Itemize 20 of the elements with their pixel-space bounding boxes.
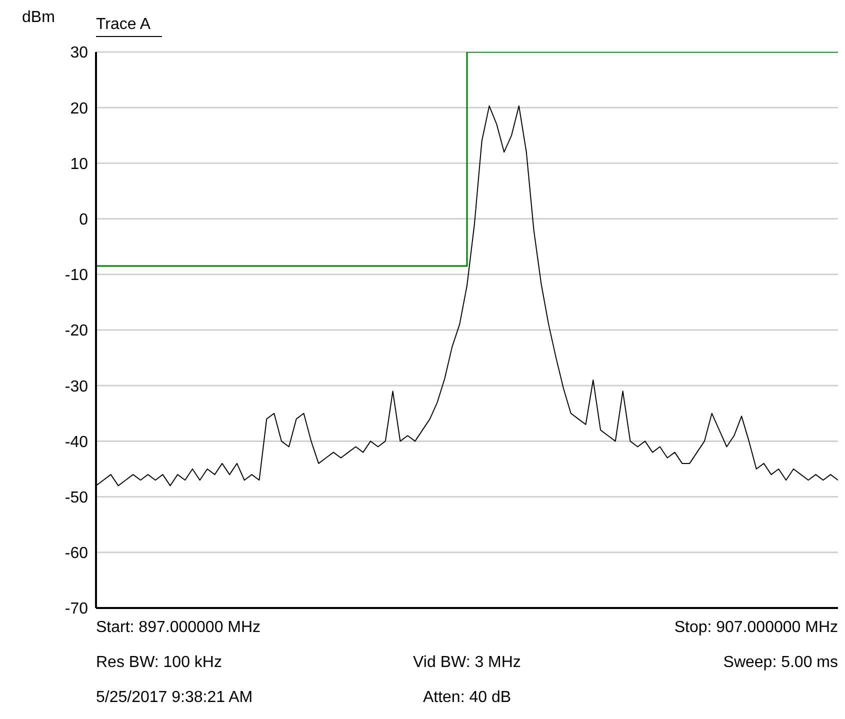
y-axis-title: dBm <box>22 9 55 27</box>
text: Start: 897.000000 MHz <box>96 618 262 638</box>
text: Sweep: 5.00 ms <box>722 653 838 673</box>
chart-title: Trace A <box>96 16 162 37</box>
y-tick-label: 30 <box>70 44 88 62</box>
y-tick-label: -50 <box>64 489 88 506</box>
y-tick-label: -10 <box>64 267 88 284</box>
y-tick-label: -30 <box>64 378 88 396</box>
text: Res BW: 100 kHz <box>96 653 223 673</box>
text: 5/25/2017 9:38:21 AM <box>96 688 254 708</box>
y-tick-label: 20 <box>70 100 88 118</box>
y-tick-label: -40 <box>64 434 88 451</box>
y-tick-label: 0 <box>79 211 88 228</box>
y-tick-label: 10 <box>70 156 88 173</box>
y-tick-label: -20 <box>64 322 88 340</box>
y-tick-label: -70 <box>64 600 88 618</box>
y-tick-label: -60 <box>64 545 88 562</box>
text: Stop: 907.000000 MHz <box>673 618 838 638</box>
text: Atten: 40 dB <box>422 688 512 708</box>
text: Vid BW: 3 MHz <box>412 653 522 673</box>
